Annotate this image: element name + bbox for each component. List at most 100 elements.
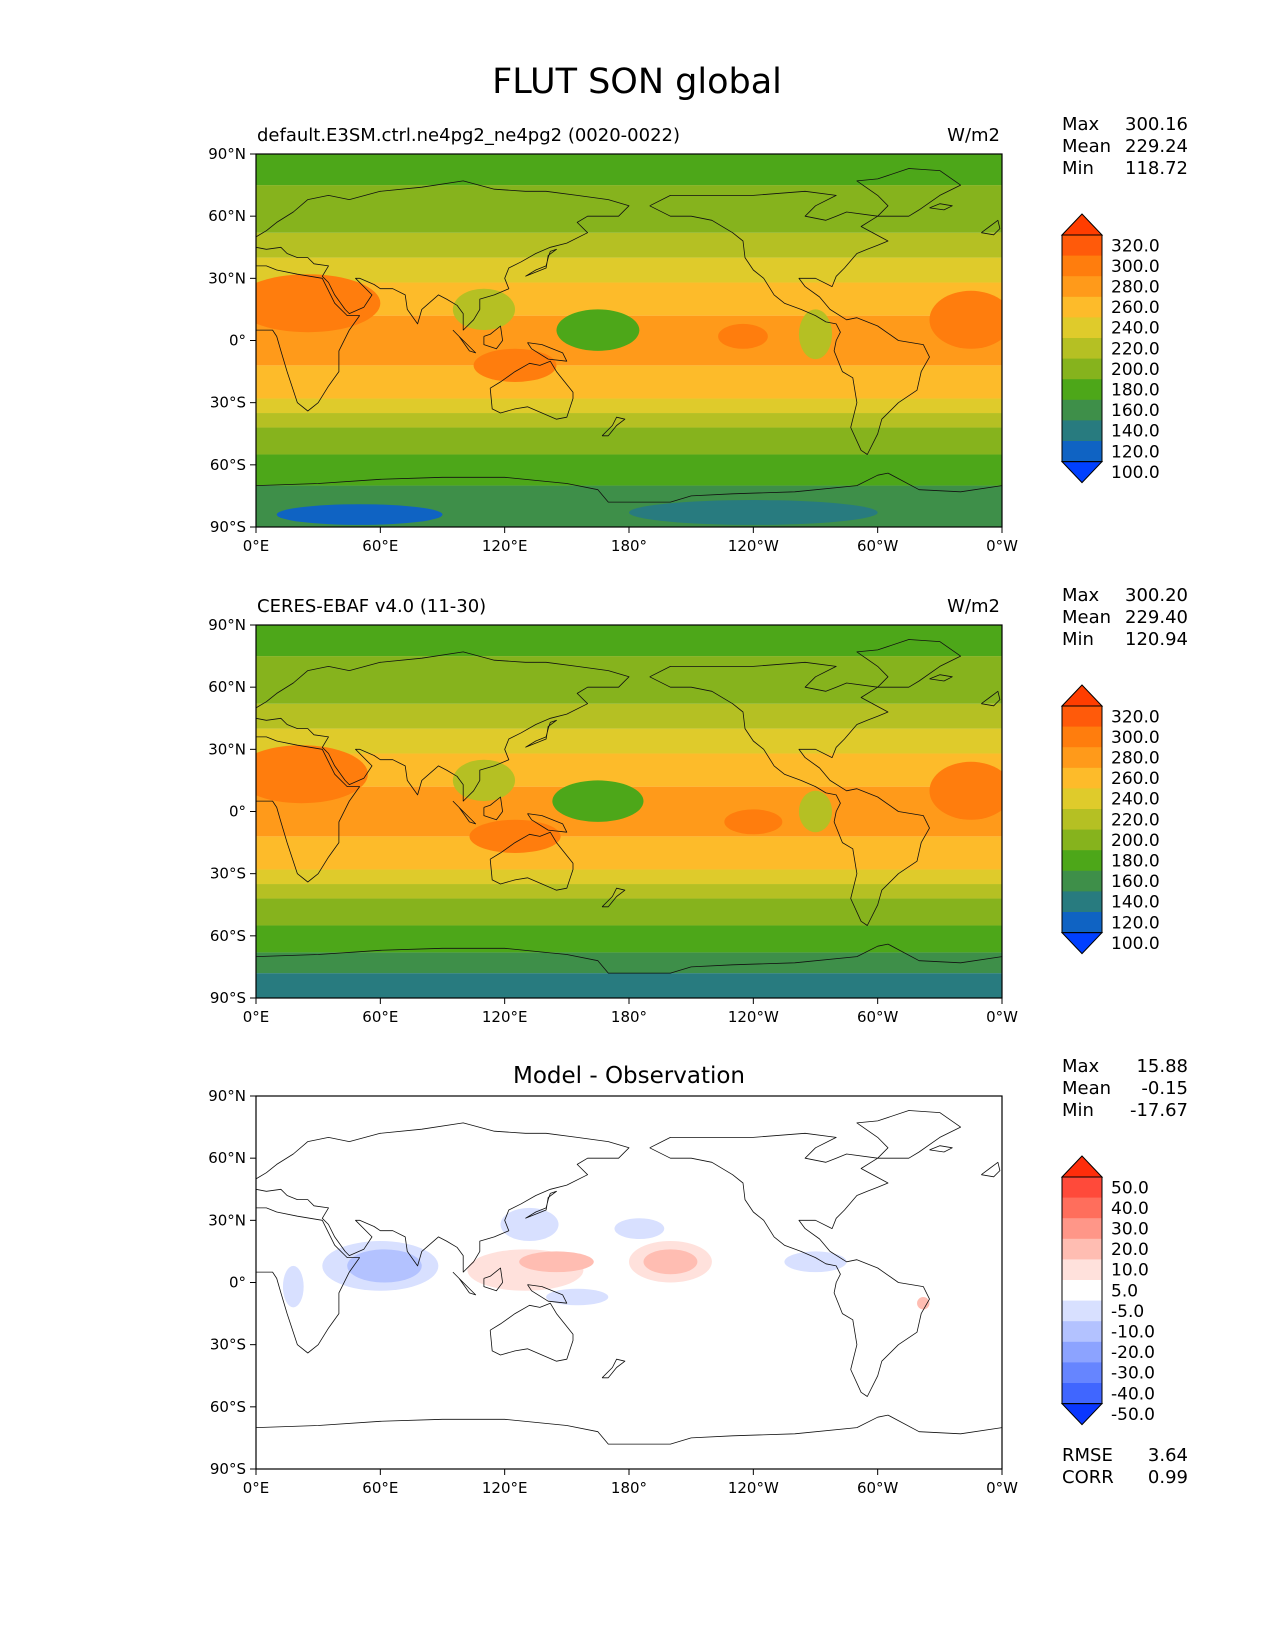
coastline (256, 651, 630, 802)
colorbar-segment (1062, 441, 1102, 462)
colorbar-label: 160.0 (1111, 401, 1160, 421)
y-tick-label: 90°N (208, 145, 246, 163)
y-tick-label: 30°S (210, 394, 246, 412)
coastline (981, 1161, 1001, 1178)
colorbar-label: 260.0 (1111, 298, 1160, 318)
stat-value: -17.67 (1130, 1100, 1188, 1121)
contour-region (784, 1251, 847, 1273)
coastline (452, 1271, 477, 1296)
colorbar-label: 100.0 (1111, 934, 1160, 954)
coastline (489, 831, 574, 891)
coastline (525, 719, 557, 748)
stat-label: Max (1062, 585, 1100, 606)
x-tick-label: 180° (611, 537, 647, 555)
colorbar-segment (1062, 1280, 1102, 1301)
contour-fill (282, 1207, 930, 1310)
panel-model-left-title: default.E3SM.ctrl.ne4pg2_ne4pg2 (0020-00… (257, 125, 680, 146)
contour-region (347, 1249, 422, 1283)
panel-obs-left-title: CERES-EBAF v4.0 (11-30) (257, 596, 486, 617)
y-tick-label: 60°S (210, 456, 246, 474)
panel-diff: Model - Observation 0°E 60°E 120°E 180° 120°… (208, 1056, 1188, 1497)
stat-label: Min (1062, 158, 1094, 179)
colorbar-label: -10.0 (1111, 1323, 1155, 1343)
colorbar-label: -40.0 (1111, 1384, 1155, 1404)
contour-region (718, 323, 768, 349)
colorbar-segment (1062, 317, 1102, 339)
colorbar-label: 160.0 (1111, 872, 1160, 892)
colorbar-label: 30.0 (1111, 1220, 1149, 1240)
colorbar-label: 220.0 (1111, 810, 1160, 830)
contour-band (256, 625, 1002, 657)
colorbar-segment (1062, 706, 1102, 727)
contour-band (256, 925, 1002, 953)
colorbar-frame (1061, 705, 1103, 934)
colorbar-label: 320.0 (1111, 236, 1160, 256)
stat-value: -0.15 (1141, 1078, 1188, 1099)
stat-label: Mean (1062, 1078, 1111, 1099)
colorbar-label: 320.0 (1111, 707, 1160, 727)
stat-label: Max (1062, 114, 1100, 135)
y-tick-label: 90°N (208, 1087, 246, 1105)
colorbar-extend-min (1060, 1403, 1104, 1426)
y-tick-label: 60°N (208, 678, 246, 696)
contour-fill (256, 154, 1002, 527)
x-tick-label: 60°W (857, 1479, 899, 1497)
y-tick-label: 30°N (208, 740, 246, 758)
x-tick-label: 0°W (986, 537, 1018, 555)
coastline (601, 887, 626, 908)
colorbar-segment (1062, 1218, 1102, 1240)
y-tick-label: 30°N (208, 269, 246, 287)
x-tick-label: 60°E (362, 537, 398, 555)
contour-band (256, 836, 1002, 870)
x-tick-label: 60°E (362, 1479, 398, 1497)
x-tick-label: 60°W (857, 537, 899, 555)
contour-band (256, 413, 1002, 428)
contour-region (798, 309, 833, 360)
contour-fill (256, 625, 1002, 998)
coastline (256, 472, 1002, 503)
y-tick-label: 60°S (210, 1398, 246, 1416)
x-tick-label: 0°E (243, 1479, 270, 1497)
colorbar-segment (1062, 1259, 1102, 1281)
coastline (489, 1302, 574, 1362)
colorbar-label: 180.0 (1111, 852, 1160, 872)
contour-band (256, 154, 1002, 186)
colorbar-extend-min (1060, 932, 1104, 955)
contour-region (469, 819, 561, 853)
contour-region (452, 288, 516, 331)
colorbar-label: -5.0 (1111, 1302, 1144, 1322)
colorbar-segment (1062, 809, 1102, 830)
contour-region (917, 1297, 930, 1310)
stat-value: 229.40 (1125, 607, 1188, 628)
colorbar-extend-max (1060, 684, 1104, 707)
x-tick-label: 120°W (728, 1008, 779, 1026)
stat-value: 120.94 (1125, 629, 1188, 650)
colorbar-segment (1062, 1300, 1102, 1322)
y-tick-label: 30°S (210, 865, 246, 883)
y-tick-label: 0° (229, 803, 246, 821)
coastline (856, 639, 961, 688)
y-tick-label: 60°N (208, 1149, 246, 1167)
stat-label: Min (1062, 629, 1094, 650)
coastline (527, 1284, 568, 1304)
map-axes: 0°E 60°E 120°E 180° 120°W 60°W 0°W 90°N 60°N 30°N… (208, 616, 1018, 1026)
colorbar-segment (1062, 788, 1102, 810)
coastline (649, 1132, 930, 1397)
contour-region (519, 1251, 594, 1273)
colorbar-label: 100.0 (1111, 463, 1160, 483)
contour-region (724, 809, 783, 835)
coastlines (256, 639, 1002, 974)
contour-region (798, 790, 833, 833)
contour-region (552, 780, 644, 822)
stat-value: 118.72 (1125, 158, 1188, 179)
coastline (483, 796, 503, 821)
x-tick-label: 60°W (857, 1008, 899, 1026)
contour-band (256, 753, 1002, 787)
colorbar-segment (1062, 1321, 1102, 1343)
colorbar-label: -20.0 (1111, 1343, 1155, 1363)
contour-band (256, 973, 1002, 998)
colorbar-label: 50.0 (1111, 1178, 1149, 1198)
contour-band (256, 884, 1002, 899)
coastline (525, 1190, 557, 1219)
stat-value: 15.88 (1136, 1056, 1188, 1077)
